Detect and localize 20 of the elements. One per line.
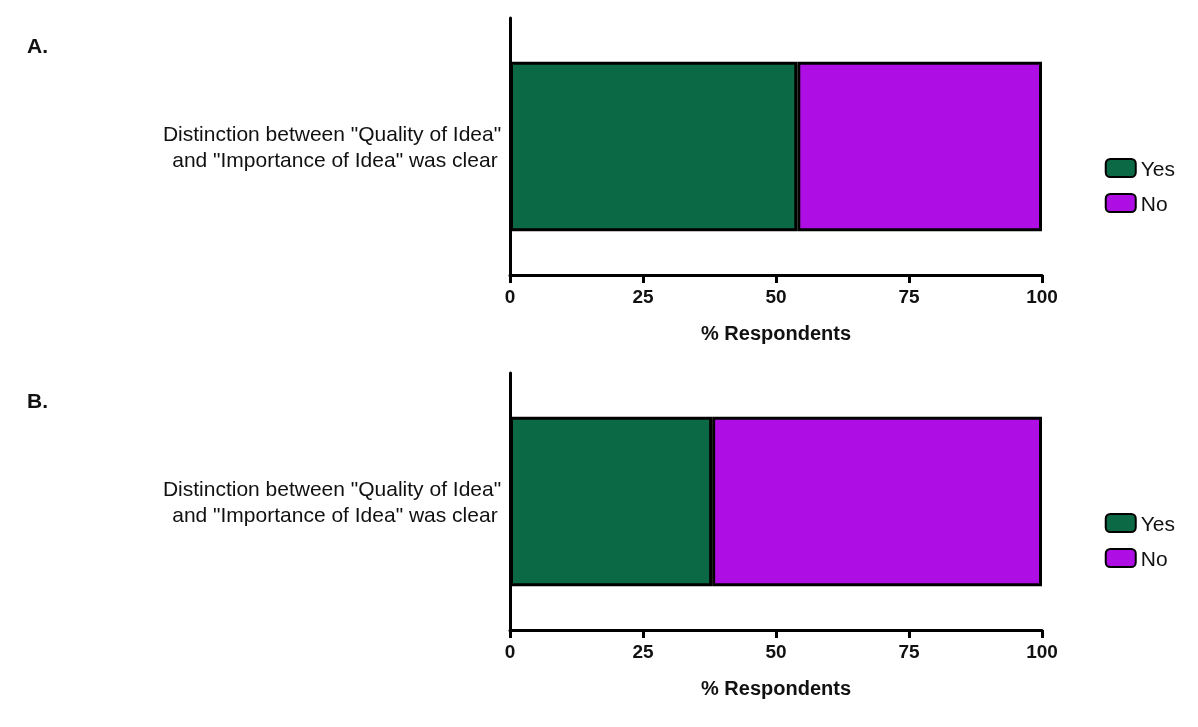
legend-label: Yes — [1140, 156, 1176, 180]
x-axis-title: % Respondents — [700, 677, 852, 699]
x-tick-label: 50 — [765, 641, 787, 662]
text: B. — [27, 389, 48, 412]
x-tick-label: 0 — [504, 641, 516, 662]
x-tick-label: 75 — [898, 286, 920, 307]
x-tick-label: 25 — [632, 641, 654, 662]
legend-label: Yes — [1140, 511, 1176, 535]
x-tick-label: 100 — [1026, 641, 1058, 662]
x-tick-label: 50 — [765, 286, 787, 307]
x-axis-title: % Respondents — [700, 322, 852, 344]
legend-label: No — [1140, 546, 1168, 570]
x-tick-label: 75 — [898, 641, 920, 662]
x-tick-label: 0 — [504, 286, 516, 307]
y-tick-label: Distinction between "Quality of Idea" and "Importance of Idea" was clear — [162, 122, 502, 171]
text: A. — [27, 34, 48, 57]
y-tick-label: Distinction between "Quality of Idea" and "Importance of Idea" was clear — [162, 477, 502, 526]
x-tick-label: 25 — [632, 286, 654, 307]
x-tick-label: 100 — [1026, 286, 1058, 307]
legend-label: No — [1140, 191, 1168, 215]
